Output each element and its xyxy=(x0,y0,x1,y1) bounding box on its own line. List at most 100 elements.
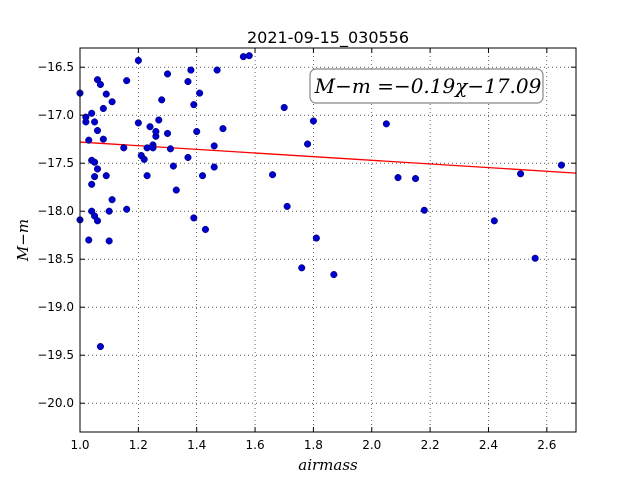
data-point xyxy=(517,170,525,178)
data-point xyxy=(96,80,104,89)
data-point xyxy=(152,127,160,136)
data-point xyxy=(210,163,218,171)
data-point xyxy=(108,196,116,204)
data-point xyxy=(99,104,107,113)
data-point xyxy=(394,174,402,182)
data-point xyxy=(198,172,207,180)
data-point xyxy=(108,98,116,106)
data-point xyxy=(330,271,338,279)
x-axis-label: airmass xyxy=(298,456,358,474)
data-point xyxy=(298,264,306,272)
data-point xyxy=(163,70,172,78)
data-point xyxy=(93,165,102,173)
grid xyxy=(79,48,576,432)
x-tick-label: 2.2 xyxy=(421,438,440,452)
plot-background xyxy=(80,48,576,432)
data-point xyxy=(184,153,192,161)
data-point xyxy=(102,172,110,180)
data-point xyxy=(280,103,288,112)
y-tick-label: −19.0 xyxy=(37,300,74,314)
data-point xyxy=(557,161,565,169)
y-tick-label: −19.5 xyxy=(37,348,74,362)
y-tick-label: −16.5 xyxy=(37,60,74,74)
data-point xyxy=(163,129,172,137)
data-point xyxy=(184,78,192,86)
data-point xyxy=(531,254,539,262)
ticks xyxy=(79,48,576,432)
data-point xyxy=(105,207,113,215)
y-tick-label: −17.5 xyxy=(37,156,74,170)
data-point xyxy=(158,96,166,104)
data-point xyxy=(490,217,498,225)
x-tick-label: 1.0 xyxy=(70,438,89,452)
data-point xyxy=(269,171,277,179)
data-point xyxy=(140,155,148,163)
data-point xyxy=(190,214,198,222)
data-point xyxy=(102,90,110,98)
data-point xyxy=(134,56,142,65)
data-point xyxy=(239,53,247,61)
y-tick-label: −18.5 xyxy=(37,252,74,266)
data-point xyxy=(411,175,420,183)
data-point xyxy=(187,66,195,74)
data-point xyxy=(85,236,93,244)
data-point xyxy=(123,205,131,213)
data-point xyxy=(166,145,174,153)
annotation-text: M−m =−0.19χ−17.09 xyxy=(314,74,542,98)
data-point xyxy=(201,225,210,233)
data-point xyxy=(382,120,390,128)
data-point xyxy=(245,52,253,60)
data-points xyxy=(76,52,565,351)
data-point xyxy=(99,135,107,143)
y-tick-label: −18.0 xyxy=(37,204,74,218)
data-point xyxy=(172,186,180,194)
y-axis-label: M−m xyxy=(14,219,32,262)
data-point xyxy=(123,77,131,85)
data-point xyxy=(82,118,90,126)
data-point xyxy=(85,136,93,144)
data-point xyxy=(143,172,151,180)
x-tick-label: 2.6 xyxy=(537,438,556,452)
data-point xyxy=(420,206,428,214)
data-point xyxy=(155,116,163,124)
data-point xyxy=(93,217,102,225)
x-tick-label: 2.4 xyxy=(479,438,498,452)
x-tick-label: 1.2 xyxy=(129,438,148,452)
plot-area xyxy=(76,47,577,433)
data-point xyxy=(93,127,102,135)
data-point xyxy=(196,89,204,97)
y-tick-label: −17.0 xyxy=(37,108,74,122)
data-point xyxy=(210,142,218,150)
x-tick-label: 1.6 xyxy=(246,438,265,452)
data-point xyxy=(105,237,113,245)
annotation-box xyxy=(309,68,544,104)
x-tick-label: 1.8 xyxy=(304,438,323,452)
data-point xyxy=(219,125,227,133)
data-point xyxy=(91,118,99,126)
fit-annotation: M−m =−0.19χ−17.09 xyxy=(309,68,544,104)
data-point xyxy=(120,144,128,152)
data-point xyxy=(193,127,201,136)
data-point xyxy=(169,162,177,170)
tick-labels: 1.0 1.2 1.4 1.6 1.8 2.0 2.2 2.4 2.6 −16.5 −17.0 −17… xyxy=(37,60,556,452)
data-point xyxy=(312,234,320,242)
data-point xyxy=(88,109,96,117)
data-point xyxy=(134,119,142,127)
data-point xyxy=(146,123,154,131)
x-tick-label: 1.4 xyxy=(187,438,206,452)
data-point xyxy=(213,66,221,74)
data-point xyxy=(88,180,96,188)
x-tick-label: 2.0 xyxy=(362,438,381,452)
data-point xyxy=(190,101,198,109)
chart-title: 2021-09-15_030556 xyxy=(247,28,409,48)
data-point xyxy=(309,117,317,125)
data-point xyxy=(304,140,312,148)
data-point xyxy=(96,343,104,351)
plot-frame xyxy=(79,47,577,433)
data-point xyxy=(149,144,157,152)
fit-layer xyxy=(79,141,577,174)
data-point xyxy=(283,202,291,210)
y-tick-label: −20.0 xyxy=(37,396,74,410)
data-point xyxy=(91,173,99,181)
